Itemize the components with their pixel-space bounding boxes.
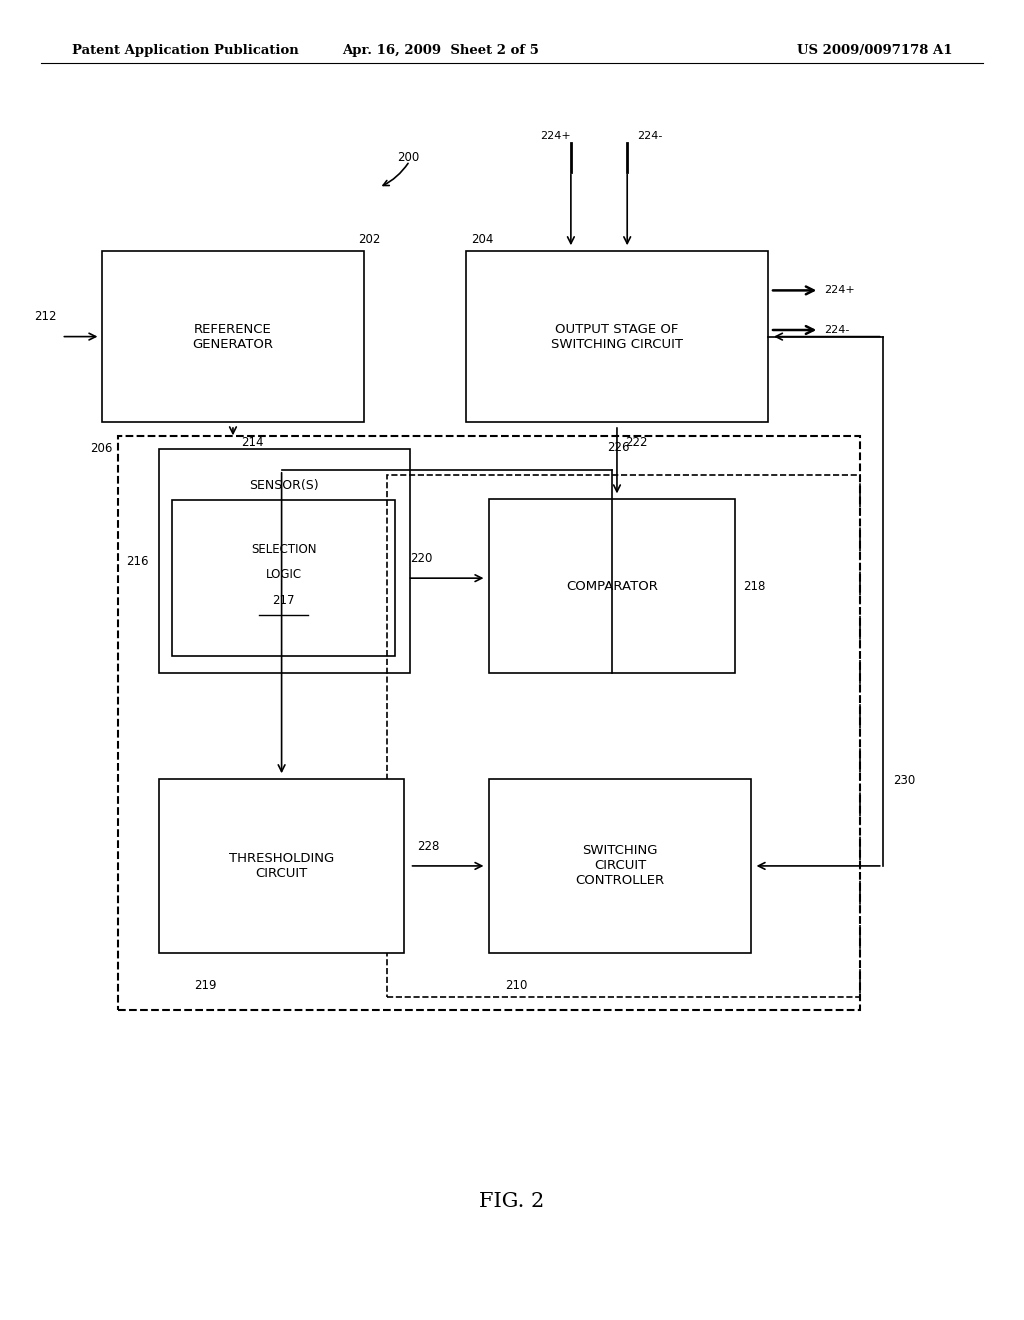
Text: 206: 206 (90, 442, 113, 455)
Text: SENSOR(S): SENSOR(S) (250, 479, 318, 492)
Text: 224-: 224- (824, 325, 850, 335)
Text: FIG. 2: FIG. 2 (479, 1192, 545, 1210)
Text: 222: 222 (625, 436, 647, 449)
Text: 226: 226 (607, 441, 630, 454)
Text: 217: 217 (272, 594, 295, 607)
Text: 224+: 224+ (541, 131, 571, 141)
FancyBboxPatch shape (466, 251, 768, 422)
Text: 218: 218 (743, 579, 766, 593)
Text: COMPARATOR: COMPARATOR (566, 579, 658, 593)
Text: SWITCHING
CIRCUIT
CONTROLLER: SWITCHING CIRCUIT CONTROLLER (575, 845, 665, 887)
Text: SELECTION: SELECTION (251, 543, 316, 556)
Text: 224+: 224+ (824, 285, 855, 296)
Text: Apr. 16, 2009  Sheet 2 of 5: Apr. 16, 2009 Sheet 2 of 5 (342, 44, 539, 57)
FancyBboxPatch shape (172, 500, 395, 656)
Text: THRESHOLDING
CIRCUIT: THRESHOLDING CIRCUIT (229, 851, 334, 880)
FancyBboxPatch shape (489, 779, 751, 953)
FancyBboxPatch shape (159, 449, 410, 673)
Text: 200: 200 (397, 150, 420, 164)
Text: 202: 202 (358, 232, 381, 246)
Text: 210: 210 (505, 979, 527, 993)
Text: 219: 219 (195, 979, 217, 993)
FancyBboxPatch shape (159, 779, 404, 953)
Text: 204: 204 (471, 232, 494, 246)
Text: 220: 220 (411, 552, 433, 565)
Text: 212: 212 (34, 310, 56, 323)
Text: 230: 230 (893, 774, 915, 787)
Text: US 2009/0097178 A1: US 2009/0097178 A1 (797, 44, 952, 57)
Text: OUTPUT STAGE OF
SWITCHING CIRCUIT: OUTPUT STAGE OF SWITCHING CIRCUIT (551, 322, 683, 351)
Text: Patent Application Publication: Patent Application Publication (72, 44, 298, 57)
Text: 228: 228 (417, 840, 439, 853)
FancyBboxPatch shape (489, 499, 735, 673)
Text: 224-: 224- (637, 131, 663, 141)
FancyBboxPatch shape (102, 251, 364, 422)
Text: REFERENCE
GENERATOR: REFERENCE GENERATOR (193, 322, 273, 351)
Text: LOGIC: LOGIC (265, 568, 302, 581)
Text: 214: 214 (242, 436, 263, 449)
Text: 216: 216 (126, 554, 148, 568)
